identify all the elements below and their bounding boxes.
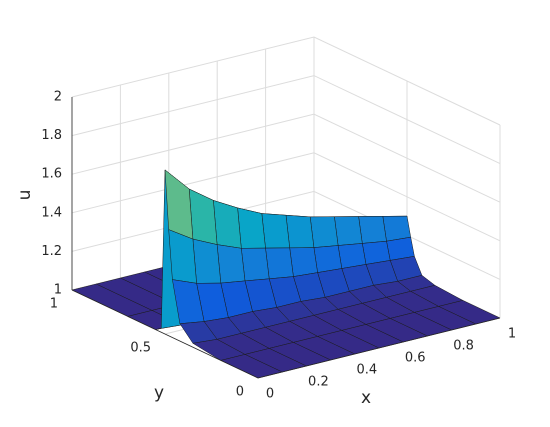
surface-patch xyxy=(337,243,367,269)
grid-line xyxy=(71,75,501,165)
surface-patch xyxy=(188,188,218,245)
surface-patch xyxy=(164,169,194,240)
x-tick-label: 0.4 xyxy=(356,363,377,378)
x-axis-label: x xyxy=(361,388,371,408)
z-tick-label: 1 xyxy=(54,283,62,298)
x-tick-label: 0.2 xyxy=(308,375,329,390)
x-tick-label: 0 xyxy=(266,387,274,402)
surface-patch xyxy=(241,247,270,282)
grid-line xyxy=(71,113,501,203)
axis-line xyxy=(71,289,259,379)
grid-line xyxy=(71,152,501,242)
z-tick-label: 2 xyxy=(54,90,62,105)
z-tick-label: 1.4 xyxy=(41,205,62,220)
surface-patch xyxy=(382,215,411,242)
grid-line xyxy=(71,190,501,280)
z-axis-label: u xyxy=(15,190,35,201)
y-axis-label: y xyxy=(154,383,164,403)
x-tick-label: 0.8 xyxy=(453,339,474,354)
surface-patch xyxy=(358,216,387,244)
surface-patch xyxy=(216,244,246,284)
surface-patch xyxy=(313,245,343,273)
surface-patch xyxy=(334,216,363,246)
x-tick-label: 0.6 xyxy=(405,351,426,366)
surface-patch xyxy=(237,207,266,249)
grid-line xyxy=(71,36,501,126)
z-tick-label: 1.6 xyxy=(41,167,62,182)
surface-patch xyxy=(285,214,315,249)
surface-patch xyxy=(265,247,294,280)
surface-patch xyxy=(289,247,318,277)
z-tick-label: 1.2 xyxy=(41,244,62,259)
z-tick-label: 1.8 xyxy=(41,128,62,143)
surface-patch xyxy=(309,216,339,248)
surface-patch xyxy=(213,200,242,249)
axis-line xyxy=(257,317,501,379)
y-tick-label: 0.5 xyxy=(130,341,151,356)
surface-patch xyxy=(261,213,290,249)
surface-patch xyxy=(192,238,222,284)
x-tick-label: 1 xyxy=(508,327,516,342)
y-tick-label: 1 xyxy=(50,297,58,312)
y-tick-label: 0 xyxy=(236,385,244,400)
